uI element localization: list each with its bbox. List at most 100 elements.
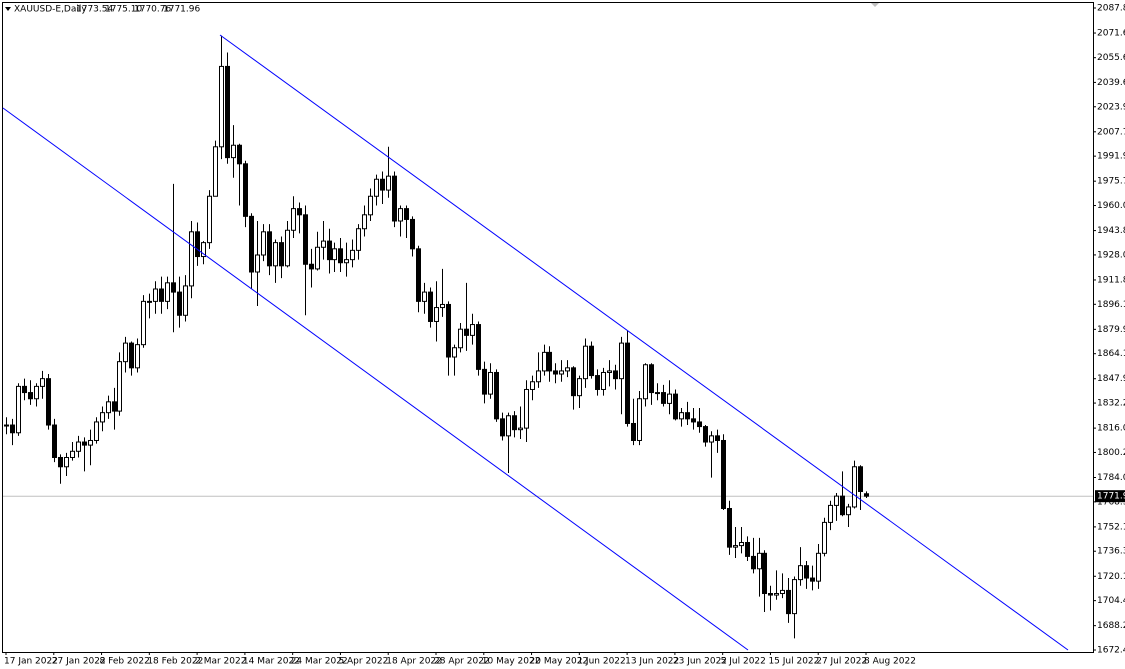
candle-body [458,328,463,349]
y-tick-label: 1896.10 [1097,300,1125,310]
candle-body [82,441,87,446]
candle-body [762,552,767,595]
y-tick-label: 1752.10 [1097,522,1125,532]
candle-body [559,370,564,375]
y-tick-label: 1847.95 [1097,374,1125,384]
candle-body [297,208,302,216]
candle-body [398,208,403,222]
candle-body [52,424,57,458]
candle-body [733,545,738,548]
candle-body [28,392,33,400]
candle-body [583,345,588,380]
y-tick-label: 1960.00 [1097,201,1125,211]
candle-body [112,401,117,412]
candle-body [332,248,337,261]
candle-body [64,456,69,468]
candle-body [225,65,230,159]
candle-body [757,552,762,570]
y-tick-label: 1911.85 [1097,275,1125,285]
candle-body [422,291,427,302]
candle-body [607,370,612,373]
candle-body [16,385,21,434]
candle-body [261,231,266,256]
x-tick-label: 20 May 2022 [530,657,589,667]
candle-body [643,364,648,400]
candle-body [667,393,672,404]
candle-body [679,412,684,420]
x-tick-label: 15 Jul 2022 [768,657,819,667]
candle-body [189,231,194,287]
candle-body [768,593,773,596]
x-tick-label: 17 Jan 2022 [4,657,58,667]
candle-body [649,364,654,394]
candle-body [751,555,756,570]
candle-body [721,439,726,509]
candle-body [285,229,290,267]
candle-body [547,351,552,372]
y-tick-label: 2071.60 [1097,29,1125,39]
candle-body [58,456,63,468]
candle-body [34,385,39,400]
close-value: 1771.96 [163,5,200,15]
marks [3,35,1093,639]
candle-body [804,565,809,579]
plot-frame [2,2,1094,653]
candle-body [512,415,517,431]
candle-body [106,401,111,414]
candle-body [524,388,529,429]
candle-body [94,421,99,441]
candle-body [476,324,481,370]
candle-body [219,65,224,148]
y-tick-label: 2039.65 [1097,78,1125,88]
candle-body [798,565,803,581]
candle-body [171,282,176,293]
candle-body [828,504,833,523]
candle-body [374,178,379,197]
candle-body [440,303,445,309]
candle-body [637,398,642,441]
candle-body [685,412,690,420]
candle-body [207,195,212,244]
x-tick-label: 27 Jan 2022 [52,657,106,667]
y-tick-label: 2087.80 [1097,3,1125,13]
candle-body [852,466,857,508]
candle-body [691,418,696,423]
candle-body [780,589,785,595]
current-price-box [1095,490,1125,503]
x-tick-label: 8 Aug 2022 [864,657,916,667]
y-tick-label: 1768.30 [1097,497,1125,507]
candle-body [356,228,361,251]
candle-body [165,282,170,302]
candle-body [141,300,146,346]
candle-body [303,214,308,265]
candle-body [22,385,27,394]
candle-body [428,291,433,322]
candle-body [434,307,439,322]
candle-body [840,495,845,516]
x-tick-label: 2 Mar 2022 [195,657,246,667]
candle-body [273,242,278,267]
candle-body [249,215,254,273]
candle-body [255,254,260,273]
candle-body [135,344,140,369]
candle-body [565,367,570,372]
candle-body [129,342,134,369]
candle-body [506,415,511,437]
shift-marker [871,3,879,7]
candle-body [530,381,535,390]
candle-body [745,542,750,557]
candle-body [159,288,164,302]
candle-body [482,368,487,395]
candle-body [601,371,606,390]
candle-body [709,435,714,443]
candle-body [858,466,863,492]
candle-body [76,441,81,452]
x-tick-label: 27 Jul 2022 [816,657,867,667]
candle-body [589,345,594,377]
y-tick-label: 1832.20 [1097,399,1125,409]
candle-body [70,450,75,458]
candle-body [279,242,284,267]
x-tick-label: 18 Feb 2022 [147,657,203,667]
y-tick-label: 1784.05 [1097,473,1125,483]
